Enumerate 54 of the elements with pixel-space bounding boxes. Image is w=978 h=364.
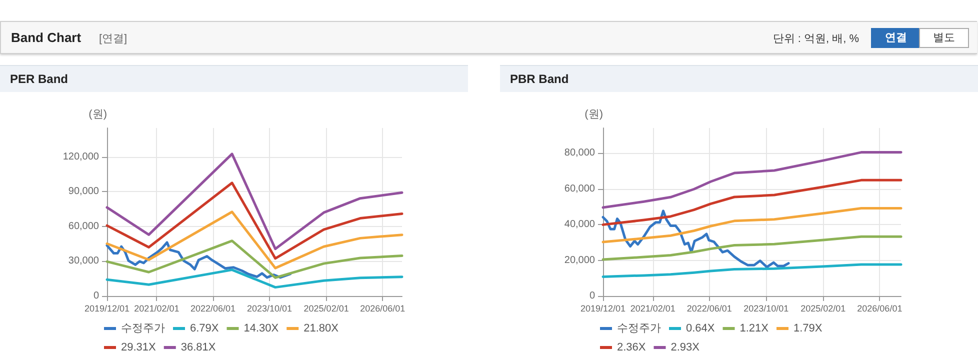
y-axis-title: (원) xyxy=(88,108,107,120)
y-tick-label: 30,000 xyxy=(68,256,100,267)
chart-title: PBR Band xyxy=(500,65,978,92)
line-series xyxy=(106,152,404,250)
line-series xyxy=(602,210,790,268)
toggle-button[interactable]: 별도 xyxy=(919,28,969,48)
legend-label: 21.80X xyxy=(304,322,340,334)
legend-label: 14.30X xyxy=(244,322,280,334)
y-tick-label: 120,000 xyxy=(62,151,100,162)
x-tick-label: 2025/02/01 xyxy=(800,304,846,314)
text: 단위 : 억원, 배, % xyxy=(772,32,859,46)
legend-label: 2.93X xyxy=(670,342,700,354)
y-tick-label: 80,000 xyxy=(564,148,596,159)
line-series xyxy=(602,206,902,244)
legend-label: 1.21X xyxy=(740,322,770,334)
legend-label: 6.79X xyxy=(190,322,220,334)
line-series xyxy=(106,240,404,279)
y-tick-label: 90,000 xyxy=(68,186,100,198)
x-tick-label: 2023/10/01 xyxy=(247,304,292,314)
legend-label: 29.31X xyxy=(121,342,157,354)
x-tick-label: 2019/12/01 xyxy=(84,304,130,314)
legend-label: 0.64X xyxy=(686,322,716,334)
line-series xyxy=(602,263,902,278)
line-series xyxy=(106,268,404,289)
y-tick-label: 0 xyxy=(93,290,100,302)
text: Band Chart xyxy=(11,30,82,45)
x-tick-label: 2026/06/01 xyxy=(857,304,902,314)
x-tick-label: 2019/12/01 xyxy=(580,304,626,314)
x-tick-label: 2025/02/01 xyxy=(304,304,349,314)
legend-label: 수정주가 xyxy=(617,322,661,334)
legend-label: 수정주가 xyxy=(121,322,165,334)
y-tick-label: 60,000 xyxy=(564,183,596,194)
chart-title: PER Band xyxy=(0,65,468,92)
x-tick-label: 2022/06/01 xyxy=(190,304,236,314)
y-tick-label: 40,000 xyxy=(564,219,596,230)
toggle-button[interactable]: 연결 xyxy=(871,28,921,48)
legend-label: 2.36X xyxy=(617,342,646,354)
legend-label: 36.81X xyxy=(180,342,216,354)
legend-label: 1.79X xyxy=(793,322,823,334)
x-tick-label: 2026/06/01 xyxy=(360,304,406,314)
y-tick-label: 20,000 xyxy=(564,254,596,266)
line-series xyxy=(106,210,404,270)
line-series xyxy=(602,178,902,226)
x-tick-label: 2022/06/01 xyxy=(686,304,732,314)
y-axis-title: (원) xyxy=(584,108,603,120)
line-series xyxy=(602,235,902,261)
y-tick-label: 60,000 xyxy=(68,220,100,232)
line-series xyxy=(106,182,404,260)
x-tick-label: 2021/02/01 xyxy=(134,304,180,314)
x-tick-label: 2023/10/01 xyxy=(744,304,789,314)
text: [연결] xyxy=(99,32,128,46)
line-series xyxy=(602,151,902,209)
x-tick-label: 2021/02/01 xyxy=(630,304,676,314)
y-tick-label: 0 xyxy=(589,290,596,302)
